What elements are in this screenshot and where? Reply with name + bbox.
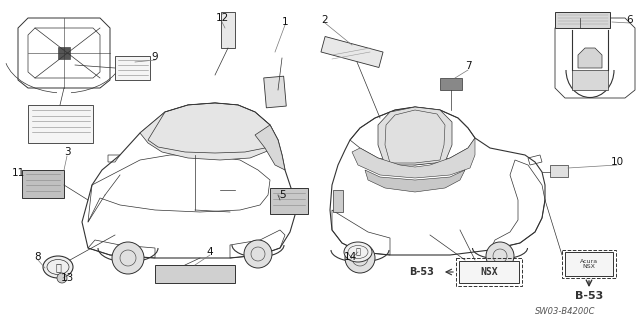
- Text: 2: 2: [322, 15, 328, 25]
- FancyBboxPatch shape: [321, 36, 383, 68]
- Text: 10: 10: [611, 157, 623, 167]
- FancyBboxPatch shape: [555, 12, 610, 28]
- Text: 13: 13: [60, 273, 74, 283]
- Ellipse shape: [43, 256, 73, 278]
- Polygon shape: [578, 48, 602, 68]
- FancyBboxPatch shape: [28, 105, 93, 143]
- Text: 9: 9: [152, 52, 158, 62]
- Text: 11: 11: [12, 168, 24, 178]
- FancyBboxPatch shape: [22, 170, 64, 198]
- Bar: [333, 190, 343, 212]
- Text: 8: 8: [35, 252, 42, 262]
- FancyBboxPatch shape: [155, 265, 235, 283]
- Text: 1: 1: [282, 17, 288, 27]
- Circle shape: [244, 240, 272, 268]
- FancyBboxPatch shape: [565, 252, 613, 276]
- Circle shape: [57, 273, 67, 283]
- FancyBboxPatch shape: [440, 78, 462, 90]
- Bar: [58, 47, 70, 59]
- FancyBboxPatch shape: [221, 12, 235, 48]
- FancyBboxPatch shape: [459, 261, 519, 283]
- Polygon shape: [352, 138, 475, 178]
- Text: 7: 7: [465, 61, 471, 71]
- Polygon shape: [378, 107, 452, 165]
- Circle shape: [486, 242, 514, 270]
- FancyBboxPatch shape: [264, 76, 286, 108]
- Circle shape: [112, 242, 144, 274]
- Text: SW03-B4200C: SW03-B4200C: [535, 308, 595, 316]
- Polygon shape: [140, 103, 278, 160]
- FancyBboxPatch shape: [115, 56, 150, 80]
- Text: 5: 5: [278, 190, 285, 200]
- Polygon shape: [572, 70, 608, 90]
- Circle shape: [345, 243, 375, 273]
- FancyBboxPatch shape: [550, 165, 568, 177]
- Text: 4: 4: [207, 247, 213, 257]
- Text: 12: 12: [216, 13, 228, 23]
- FancyBboxPatch shape: [270, 188, 308, 214]
- Text: 3: 3: [64, 147, 70, 157]
- Text: Ⓐ: Ⓐ: [355, 248, 360, 256]
- Polygon shape: [365, 170, 465, 192]
- Ellipse shape: [344, 242, 372, 262]
- Text: Acura
NSX: Acura NSX: [580, 259, 598, 270]
- Text: B-53: B-53: [575, 291, 603, 301]
- Text: NSX: NSX: [480, 267, 498, 277]
- Text: Ⓐ: Ⓐ: [55, 262, 61, 272]
- Polygon shape: [255, 125, 285, 170]
- Text: 14: 14: [344, 252, 356, 262]
- Text: B-53: B-53: [409, 267, 434, 277]
- Text: 6: 6: [627, 15, 634, 25]
